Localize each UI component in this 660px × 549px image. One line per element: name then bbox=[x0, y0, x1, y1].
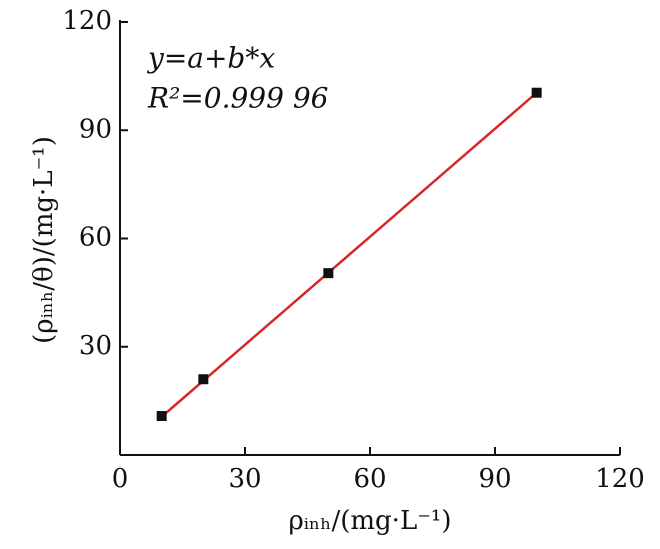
annotation: R²=0.999 96 bbox=[147, 82, 328, 115]
y-tick-label: 90 bbox=[79, 114, 112, 144]
point bbox=[531, 87, 542, 98]
y-axis-label: (ρᵢₙₕ/θ)/(mg·L⁻¹) bbox=[29, 136, 59, 344]
x-tick-label: 60 bbox=[353, 464, 386, 494]
x-axis-label: ρᵢₙₕ/(mg·L⁻¹) bbox=[288, 506, 451, 536]
point bbox=[156, 411, 167, 422]
fit-line bbox=[160, 91, 538, 418]
x-tick-label: 90 bbox=[478, 464, 511, 494]
x-tick-label: 30 bbox=[228, 464, 261, 494]
x-tick-label: 120 bbox=[595, 464, 645, 494]
y-tick-label: 120 bbox=[62, 6, 112, 36]
y-tick-label: 30 bbox=[79, 331, 112, 361]
y-tick-label: 60 bbox=[79, 223, 112, 253]
annotation: y=a+b*x bbox=[146, 42, 275, 75]
x-tick-label: 0 bbox=[112, 464, 129, 494]
point bbox=[323, 268, 334, 279]
point bbox=[198, 374, 209, 385]
